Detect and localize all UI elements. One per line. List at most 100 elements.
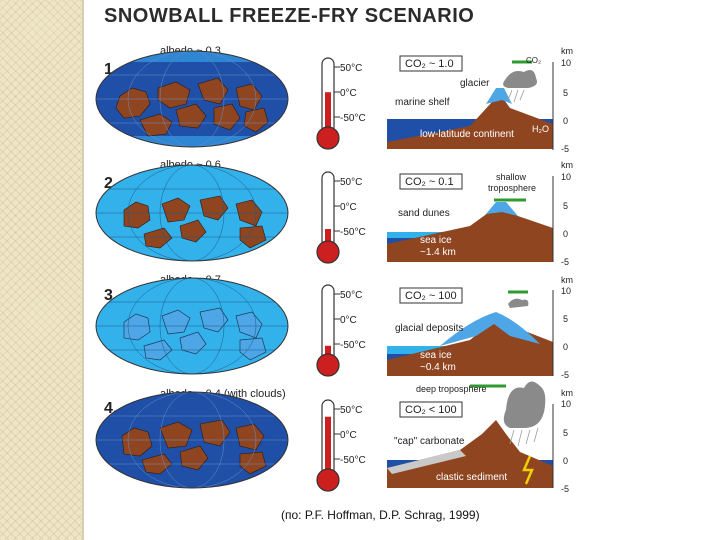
thermometer-bulb (316, 240, 340, 264)
stage-1: 1. albedo ~ 0.3 (95, 45, 573, 154)
thermometer: 50°C 0°C -50°C (316, 284, 366, 377)
globe-outline (95, 164, 289, 262)
mercury-column (325, 229, 331, 248)
globe-outline (95, 277, 289, 375)
glacier-label: glacier (460, 78, 490, 89)
co2-value: CO₂ ~ 0.1 (405, 176, 454, 188)
axis-tick: 0 (563, 229, 568, 239)
continent (115, 87, 151, 119)
axis-tick: 5 (563, 201, 568, 211)
ice-covered-continent (179, 331, 207, 355)
axis-tick: 5 (563, 428, 568, 438)
globe-map (95, 277, 289, 375)
co2-box (399, 401, 463, 418)
continent (175, 103, 207, 129)
continent (235, 423, 265, 451)
globe-outline (95, 391, 289, 489)
axis-tick: 10 (561, 399, 571, 409)
cap-carbonate-label: "cap" carbonate (394, 436, 465, 447)
co2-label: CO₂ (526, 56, 541, 65)
globe-map (95, 50, 289, 148)
stage-4: 4. albedo ~ 0.4 (with clouds) (95, 381, 573, 494)
axis-tick: 10 (561, 172, 571, 182)
temp-0-label: 0°C (340, 202, 357, 213)
globe-map (95, 391, 289, 489)
glacial-deposits-label: glacial deposits (395, 323, 463, 334)
axis-tick: -5 (561, 484, 569, 494)
binding-edge (82, 0, 84, 540)
temp-50-label: 50°C (340, 405, 362, 416)
lightning-icon (522, 455, 534, 485)
axis-tick: 10 (561, 58, 571, 68)
axis-tick: 5 (563, 88, 568, 98)
continent (159, 421, 193, 449)
axis-tick: -5 (561, 257, 569, 267)
thermometer-bulb (316, 468, 340, 492)
axis-tick: 5 (563, 314, 568, 324)
continent (243, 107, 269, 133)
temp-minus50-label: -50°C (340, 455, 366, 466)
thermometer: 50°C 0°C -50°C (316, 399, 366, 492)
south-polar-water (96, 136, 288, 147)
continent (199, 195, 229, 221)
temp-50-label: 50°C (340, 63, 362, 74)
co2-value: CO₂ < 100 (405, 404, 457, 416)
stage-3: 3. albedo ~ 0.7 (95, 274, 573, 380)
marine-shelf-label: marine shelf (395, 97, 450, 108)
globe-outline (95, 50, 289, 148)
axis-tick: 10 (561, 286, 571, 296)
continent (213, 103, 241, 131)
stage-2: 2. albedo ~ 0.6 (95, 159, 573, 267)
cross-section: CO₂ < 100 deep troposphere "cap" carbona… (387, 381, 573, 494)
diagram-title: SNOWBALL FREEZE-FRY SCENARIO (104, 5, 475, 27)
cap-carbonate-layer (387, 450, 466, 474)
temp-50-label: 50°C (340, 290, 362, 301)
temp-0-label: 0°C (340, 315, 357, 326)
water-label: H₂O (532, 124, 549, 134)
temp-minus50-label: -50°C (340, 113, 366, 124)
rain-cloud-icon (503, 70, 537, 88)
co2-value: CO₂ ~ 1.0 (405, 58, 454, 70)
ice-thickness-label: ~1.4 km (420, 247, 456, 258)
north-polar-water (96, 51, 288, 62)
clastic-sediment-label: clastic sediment (436, 472, 507, 483)
axis-tick: 0 (563, 456, 568, 466)
axis-tick: -5 (561, 370, 569, 380)
temp-0-label: 0°C (340, 88, 357, 99)
axis-unit: km (561, 275, 573, 285)
ice-sheet (440, 312, 540, 346)
temp-minus50-label: -50°C (340, 227, 366, 238)
continent-profile (387, 94, 553, 149)
thermometer: 50°C 0°C -50°C (316, 57, 366, 150)
co2-box (399, 287, 463, 304)
glacier-cap (486, 88, 512, 104)
continent (121, 427, 153, 457)
cross-section: CO₂ ~ 100 glacial deposits sea ice ~0.4 … (387, 275, 573, 380)
continent (199, 419, 231, 447)
sea-ice-label: sea ice (420, 235, 452, 246)
continent (123, 201, 151, 229)
cross-section: CO₂ ~ 1.0 CO₂ glacier marine shelf low-l… (387, 46, 573, 154)
deep-troposphere-label: deep troposphere (416, 384, 487, 394)
continent-profile (387, 202, 553, 262)
troposphere-label: troposphere (488, 183, 536, 193)
mercury-column (325, 345, 331, 361)
continent-profile (387, 420, 553, 488)
globe-map (95, 164, 289, 262)
axis-unit: km (561, 46, 573, 56)
temp-50-label: 50°C (340, 177, 362, 188)
axis-unit: km (561, 160, 573, 170)
thermometer-bulb (316, 126, 340, 150)
shallow-label: shallow (496, 172, 527, 182)
ice-covered-continent (123, 313, 151, 341)
co2-box (399, 55, 463, 72)
continent-label: low-latitude continent (420, 129, 514, 140)
axis-unit: km (561, 388, 573, 398)
cross-section: CO₂ ~ 0.1 shallow troposphere sand dunes… (387, 160, 573, 267)
temp-minus50-label: -50°C (340, 340, 366, 351)
thermometer-bulb (316, 353, 340, 377)
axis-tick: 0 (563, 116, 568, 126)
thermometer: 50°C 0°C -50°C (316, 171, 366, 264)
storm-cloud-icon (503, 381, 546, 428)
